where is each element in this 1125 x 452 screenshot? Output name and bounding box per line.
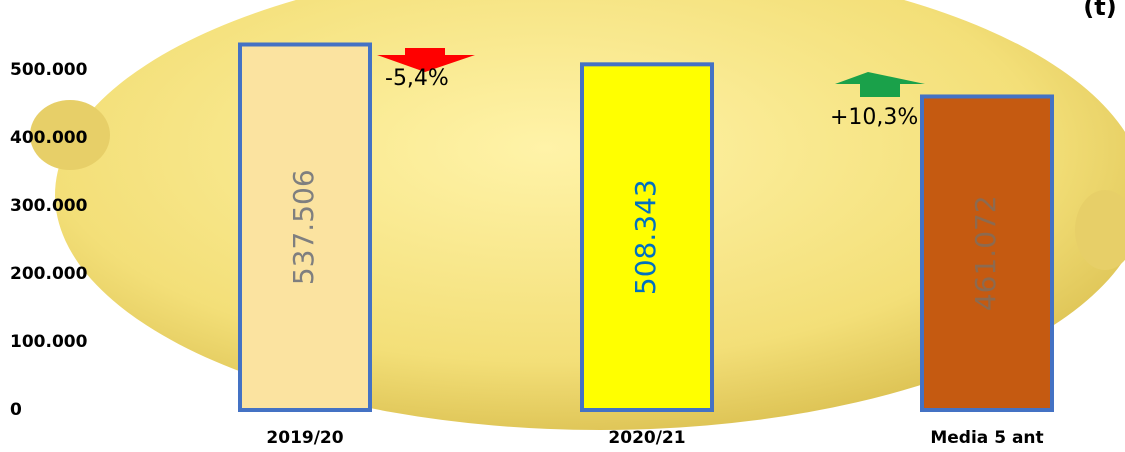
annotation: -5,4%	[385, 66, 449, 91]
y-tick-label: 500.000	[10, 60, 88, 80]
y-tick-label: 400.000	[10, 128, 88, 148]
x-tick-label: 2019/20	[266, 428, 343, 448]
value-label: 537.506	[287, 169, 320, 285]
value-label: 508.343	[629, 179, 662, 295]
bar	[920, 94, 1054, 412]
y-tick-label: 300.000	[10, 196, 88, 216]
annotation: +10,3%	[830, 105, 918, 130]
bar	[238, 42, 372, 413]
y-tick-label: 100.000	[10, 332, 88, 352]
up-arrow	[835, 72, 925, 97]
x-tick-label: 2020/21	[608, 428, 685, 448]
y-tick-label: 0	[10, 400, 22, 420]
value-label: 461.072	[969, 195, 1002, 311]
bar	[580, 62, 714, 413]
lemon-tip	[30, 100, 110, 170]
y-tick-label: 200.000	[10, 264, 88, 284]
x-tick-label: Media 5 ant	[930, 428, 1043, 448]
down-arrow	[377, 48, 475, 72]
lemon-tip	[1075, 190, 1125, 270]
unit-label: (t)	[1083, 0, 1116, 21]
